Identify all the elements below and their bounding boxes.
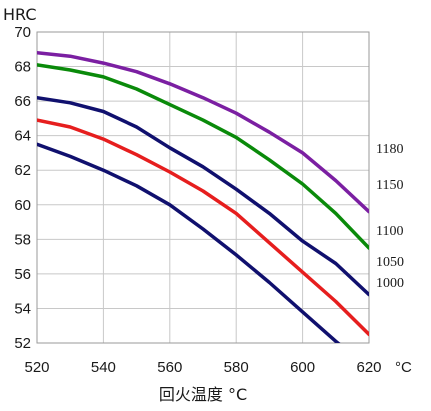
series-line-1100 <box>37 95 369 297</box>
y-tick-label: 68 <box>14 59 31 76</box>
series-label-1150: 1150 <box>376 178 403 193</box>
x-tick-label: 520 <box>24 359 49 376</box>
y-tick-label: 70 <box>14 24 31 41</box>
series-line-1000 <box>37 142 341 343</box>
y-tick-label: 64 <box>14 128 31 145</box>
series-label-1100: 1100 <box>376 224 403 239</box>
y-tick-label: 56 <box>14 266 31 283</box>
x-tick-label: 540 <box>91 359 116 376</box>
series-line-1050 <box>37 118 369 337</box>
x-tick-label: 580 <box>224 359 249 376</box>
series-lines <box>37 50 369 343</box>
series-label-1000: 1000 <box>376 276 404 291</box>
y-tick-label: 58 <box>14 231 31 248</box>
y-tick-label: 66 <box>14 93 31 110</box>
y-tick-label: 60 <box>14 197 31 214</box>
x-tick-label: 600 <box>290 359 315 376</box>
plot-frame <box>36 31 370 344</box>
x-tick-labels: 520 540 560 580 600 620 <box>24 359 381 376</box>
y-tick-label: 62 <box>14 162 31 179</box>
series-label-1050: 1050 <box>376 255 404 270</box>
x-tick-label: 560 <box>157 359 182 376</box>
x-axis-unit: °C <box>395 359 412 376</box>
series-line-1150 <box>37 63 369 250</box>
grid <box>36 31 370 344</box>
x-tick-label: 620 <box>356 359 381 376</box>
y-tick-label: 52 <box>14 335 31 352</box>
y-tick-labels: 52 54 56 58 60 62 64 66 68 70 <box>14 24 31 352</box>
x-axis-title: 回火温度 °C <box>159 385 247 404</box>
series-labels: 1180 1150 1100 1050 1000 <box>376 142 404 291</box>
y-tick-label: 54 <box>14 300 31 317</box>
series-line-1180 <box>37 50 369 214</box>
y-axis-title: HRC <box>3 5 37 24</box>
series-label-1180: 1180 <box>376 142 403 157</box>
